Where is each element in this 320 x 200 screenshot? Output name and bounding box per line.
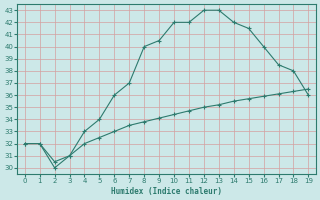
X-axis label: Humidex (Indice chaleur): Humidex (Indice chaleur) [111,187,222,196]
